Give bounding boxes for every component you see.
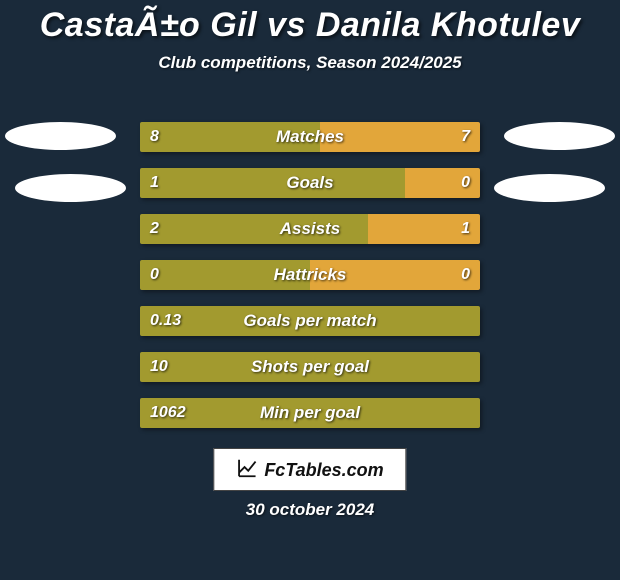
bar-left-fill [140, 214, 368, 244]
bar-row: Shots per goal10 [140, 352, 480, 382]
player-right-avatar-1 [504, 122, 615, 150]
bar-row: Matches87 [140, 122, 480, 152]
bar-right-fill [405, 168, 480, 198]
bar-left-fill [140, 168, 405, 198]
bar-left-fill [140, 260, 310, 290]
comparison-bars: Matches87 Goals10 Assists21 Hattricks00 Goal… [140, 122, 480, 444]
bar-row: Min per goal1062 [140, 398, 480, 428]
bar-left-fill [140, 122, 320, 152]
bar-row: Assists21 [140, 214, 480, 244]
bar-left-fill [140, 306, 480, 336]
bar-row: Hattricks00 [140, 260, 480, 290]
player-left-avatar-2 [15, 174, 126, 202]
page-subtitle: Club competitions, Season 2024/2025 [0, 53, 620, 73]
bar-left-fill [140, 352, 480, 382]
bar-right-fill [368, 214, 480, 244]
branding-badge: FcTables.com [213, 448, 406, 491]
bar-right-fill [310, 260, 480, 290]
bar-row: Goals10 [140, 168, 480, 198]
player-left-avatar-1 [5, 122, 116, 150]
player-right-avatar-2 [494, 174, 605, 202]
chart-icon [236, 457, 258, 484]
footer-date: 30 october 2024 [0, 500, 620, 520]
page-title: CastaÃ±o Gil vs Danila Khotulev [0, 0, 620, 45]
bar-right-fill [320, 122, 480, 152]
bar-row: Goals per match0.13 [140, 306, 480, 336]
branding-text: FcTables.com [264, 460, 383, 481]
bar-left-fill [140, 398, 480, 428]
